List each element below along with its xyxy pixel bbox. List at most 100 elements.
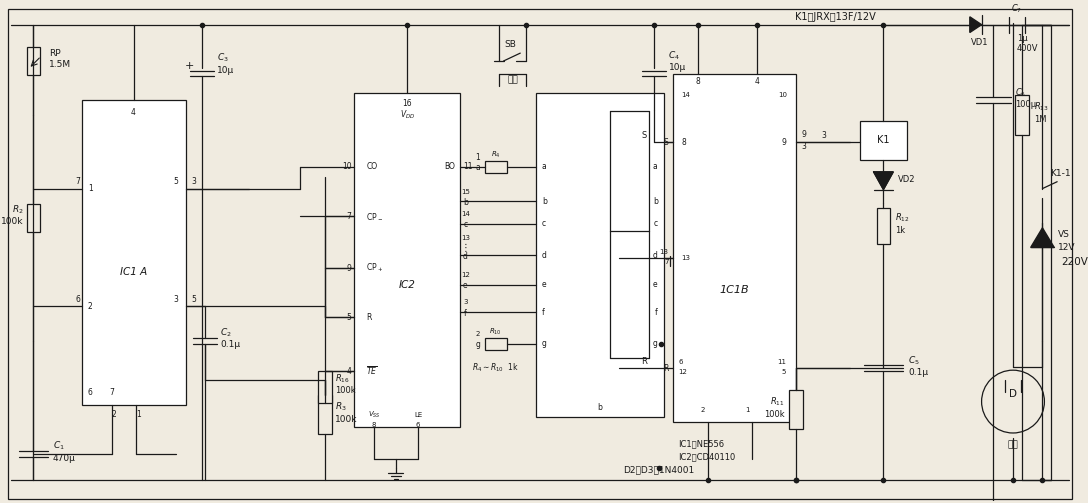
Text: $R_4{\sim}R_{10}$  1k: $R_4{\sim}R_{10}$ 1k (472, 362, 519, 374)
Text: a: a (653, 162, 657, 172)
Text: 1M: 1M (1034, 115, 1046, 124)
Text: 4: 4 (754, 77, 759, 86)
Text: S: S (664, 138, 668, 147)
Text: 470μ: 470μ (53, 454, 76, 463)
Text: 14: 14 (461, 211, 470, 217)
Text: 9: 9 (347, 264, 351, 273)
Text: LE: LE (415, 412, 422, 418)
Text: S: S (641, 131, 646, 140)
Bar (26, 204, 40, 232)
Text: $C_3$: $C_3$ (217, 52, 228, 64)
Text: $C_6$: $C_6$ (1015, 86, 1026, 99)
Bar (877, 208, 890, 243)
Polygon shape (874, 172, 893, 190)
Text: 11: 11 (463, 162, 473, 172)
Text: 14: 14 (681, 93, 690, 98)
Text: b: b (542, 197, 547, 206)
Text: VD1: VD1 (970, 38, 988, 47)
Text: 5: 5 (191, 295, 196, 304)
Text: $C_2$: $C_2$ (220, 326, 232, 339)
Text: 1: 1 (88, 184, 92, 193)
Text: 3: 3 (191, 177, 196, 186)
Text: R: R (663, 364, 668, 373)
Text: e: e (463, 281, 468, 290)
Text: 9: 9 (802, 130, 806, 139)
Text: 0.1μ: 0.1μ (220, 340, 240, 349)
Text: 1: 1 (136, 410, 140, 419)
Text: g: g (542, 339, 547, 348)
Text: 7: 7 (347, 212, 351, 220)
Text: f: f (542, 308, 545, 317)
Text: f: f (463, 309, 467, 318)
Text: 1: 1 (745, 407, 750, 413)
Text: 6: 6 (88, 388, 92, 397)
Text: IC1 A: IC1 A (120, 267, 147, 277)
Text: ⋮: ⋮ (460, 243, 470, 254)
Text: $C_5$: $C_5$ (908, 354, 919, 367)
Text: RP: RP (49, 49, 61, 58)
Text: CP$_+$: CP$_+$ (367, 262, 383, 274)
Bar (318, 371, 332, 402)
Text: 2: 2 (701, 407, 705, 413)
Text: 1C1B: 1C1B (719, 285, 749, 295)
Text: 11: 11 (777, 359, 787, 365)
Text: 220V: 220V (1061, 257, 1088, 267)
Text: b: b (653, 197, 657, 206)
Text: 7: 7 (110, 388, 114, 397)
Text: g: g (475, 340, 481, 349)
Text: 4: 4 (347, 367, 351, 376)
Bar (318, 395, 332, 434)
Text: 2: 2 (111, 410, 116, 419)
Text: d: d (462, 252, 468, 261)
Text: IC2：CD40110: IC2：CD40110 (678, 452, 735, 461)
Text: D2、D3：1N4001: D2、D3：1N4001 (623, 466, 694, 475)
Text: R: R (367, 313, 371, 321)
Text: b: b (462, 198, 468, 207)
Text: f: f (655, 308, 657, 317)
Text: 6: 6 (75, 295, 81, 304)
Text: $R_4$: $R_4$ (491, 150, 500, 160)
Bar (83, 100, 186, 404)
Text: 2: 2 (475, 331, 480, 337)
Bar (1015, 96, 1028, 135)
Bar (26, 47, 40, 75)
Text: 6: 6 (416, 422, 420, 428)
Text: b: b (597, 403, 602, 412)
Text: 插座: 插座 (1007, 440, 1018, 449)
Text: $R_{16}$: $R_{16}$ (335, 373, 349, 385)
Text: IC2: IC2 (399, 280, 416, 290)
Text: e: e (542, 280, 546, 289)
Text: 8: 8 (372, 422, 376, 428)
Text: $R_{10}$: $R_{10}$ (490, 327, 503, 337)
Text: 1k: 1k (895, 226, 905, 235)
Text: K1-1: K1-1 (1050, 170, 1071, 179)
Text: K1：JRX－13F/12V: K1：JRX－13F/12V (795, 12, 876, 22)
Text: $\overline{TE}$: $\overline{TE}$ (367, 365, 378, 377)
Text: 15: 15 (461, 189, 470, 195)
Text: 100k: 100k (335, 386, 356, 395)
Text: R: R (641, 357, 647, 366)
Text: IC1：NE556: IC1：NE556 (678, 439, 725, 448)
Text: 8: 8 (695, 77, 701, 86)
Text: 10: 10 (778, 93, 788, 98)
Text: BO: BO (445, 162, 456, 172)
Text: $V_{DD}$: $V_{DD}$ (399, 109, 415, 121)
Text: $V_{SS}$: $V_{SS}$ (368, 410, 381, 421)
Text: 1.5M: 1.5M (49, 60, 71, 69)
Text: 3: 3 (802, 142, 806, 151)
Bar (485, 338, 507, 350)
Text: 7: 7 (75, 177, 81, 186)
Text: 12V: 12V (1059, 243, 1076, 252)
Text: D: D (1009, 389, 1017, 399)
Text: d: d (542, 251, 547, 260)
Text: a: a (542, 162, 546, 172)
Text: 13: 13 (461, 235, 470, 240)
Text: 1: 1 (475, 153, 481, 161)
Text: 6: 6 (678, 359, 683, 365)
Text: 5: 5 (782, 369, 787, 375)
Text: 100k: 100k (764, 410, 784, 419)
Text: 12: 12 (678, 369, 688, 375)
Text: $C_7$: $C_7$ (1012, 3, 1023, 15)
Bar (536, 94, 664, 417)
Text: 3: 3 (821, 131, 826, 140)
